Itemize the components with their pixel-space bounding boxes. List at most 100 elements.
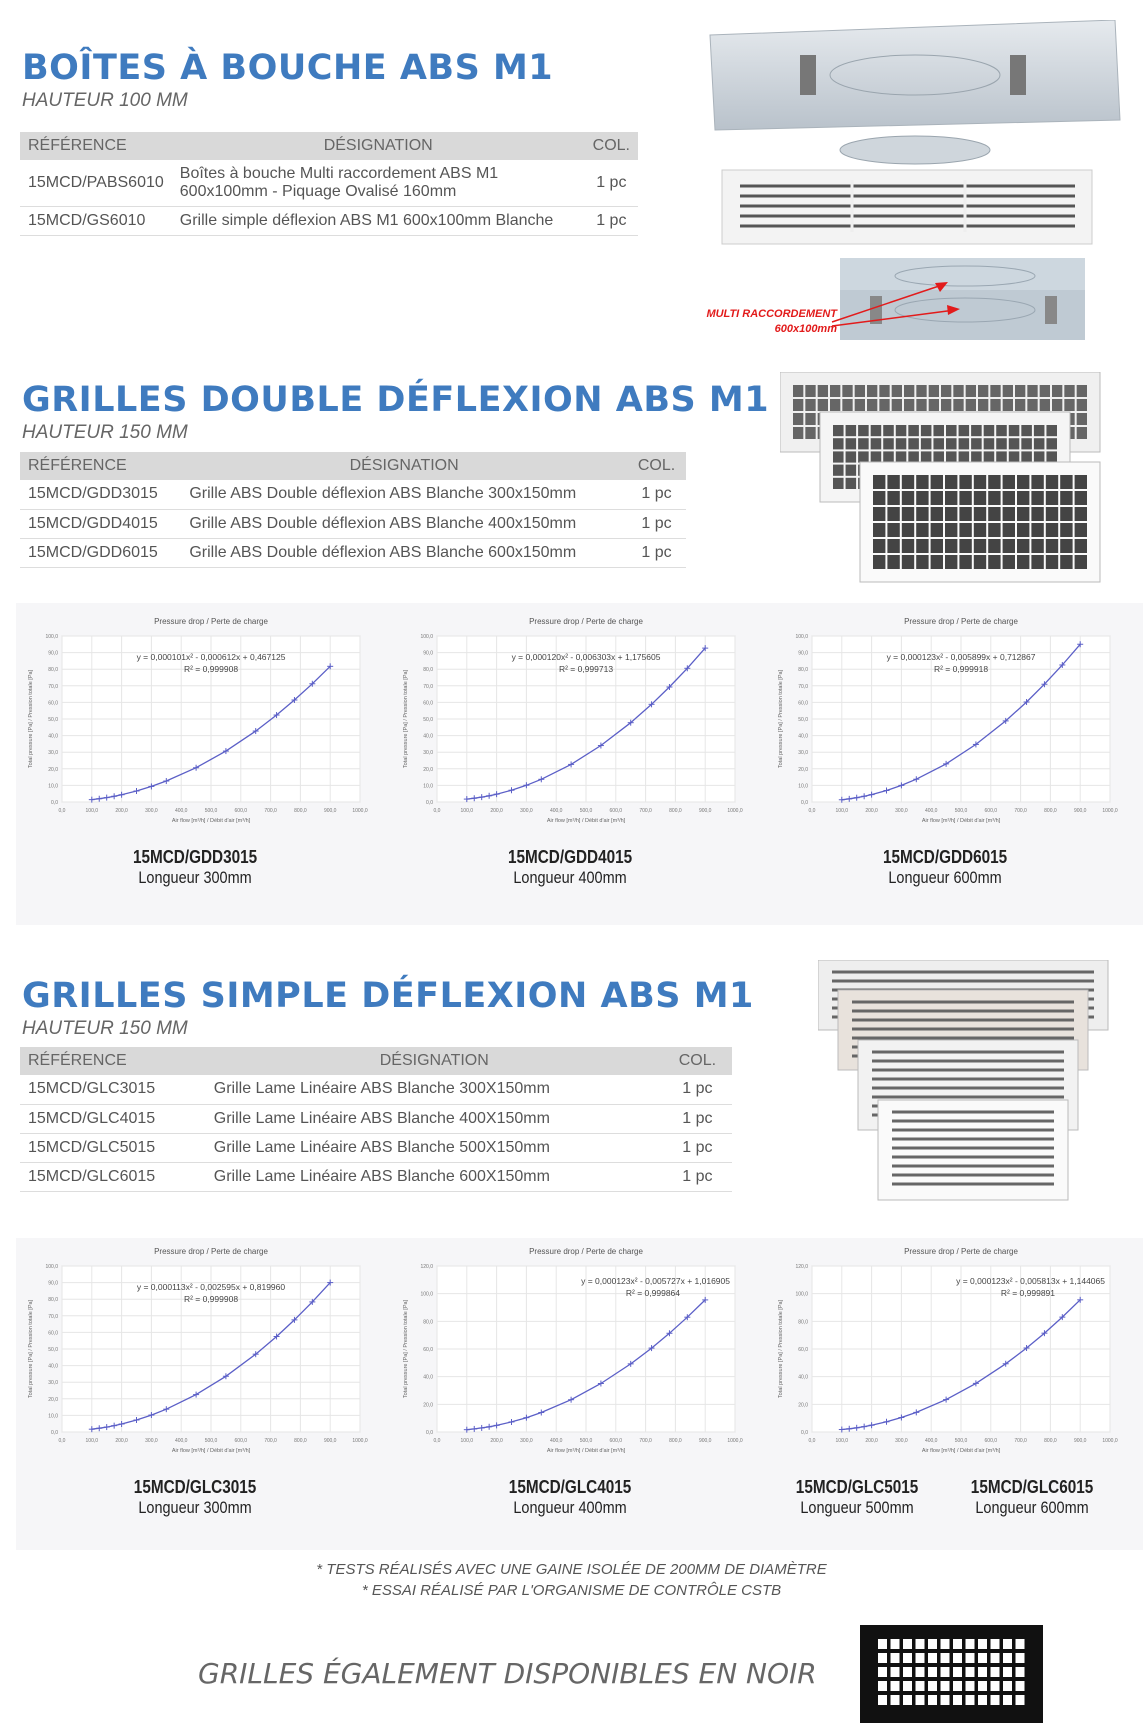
x-tick-label: 300,0 [520,1438,533,1444]
chart-title: Pressure drop / Perte de charge [529,1247,643,1256]
data-point [1041,681,1048,688]
data-point [1002,1360,1009,1367]
y-tick-label: 60,0 [423,700,433,706]
y-tick-label: 20,0 [423,767,433,773]
caption-length: Longueur 600mm [975,1498,1090,1517]
chart-svg: Pressure drop / Perte de charge 0,0 100,0 2… [403,1247,743,1454]
x-tick-label: 600,0 [985,808,998,814]
data-point [666,1330,673,1337]
data-point [972,1380,979,1387]
y-tick-label: 50,0 [798,717,808,723]
data-point [193,764,200,771]
data-point [883,1418,890,1425]
r-squared: R² = 0,999918 [934,664,988,674]
chart-caption: 15MCD/GDD6015 Longueur 600mm [883,847,1007,888]
chart-captions: 15MCD/GDD4015 Longueur 400mm [395,847,745,888]
section-title-boites: BOÎTES À BOUCHE ABS M1 [22,48,554,88]
data-point [133,787,140,794]
r-squared: R² = 0,999908 [184,664,238,674]
trendline-equation: y = 0,000101x² - 0,000612x + 0,467125 [137,652,286,662]
data-point [163,778,170,785]
y-tick-label: 60,0 [48,1330,58,1336]
data-point [898,782,905,789]
y-tick-label: 80,0 [798,667,808,673]
chart-title: Pressure drop / Perte de charge [904,617,1018,626]
data-point [463,796,470,803]
r-squared: R² = 0,999908 [184,1294,238,1304]
data-point [148,783,155,790]
y-tick-label: 90,0 [48,1281,58,1287]
data-point [309,680,316,687]
caption-reference: 15MCD/GDD6015 [882,847,1008,867]
x-tick-label: 0,0 [809,808,816,814]
chart-caption: 15MCD/GDD4015 Longueur 400mm [508,847,632,888]
section-title-simple-deflexion: GRILLES SIMPLE DÉFLEXION ABS M1 [22,976,754,1016]
x-tick-label: 1000,0 [1102,1438,1118,1444]
col-col: COL. [584,132,638,160]
x-tick-label: 700,0 [639,1438,652,1444]
data-point [1077,1296,1084,1303]
product-image-grilles-simple-deflexion [818,960,1109,1201]
data-point [684,1314,691,1321]
y-tick-label: 60,0 [798,700,808,706]
chart-svg: Pressure drop / Perte de charge 0,0 100,0 2… [28,617,368,824]
cell-col: 1 pc [662,1133,732,1163]
data-point [478,1424,485,1431]
x-tick-label: 600,0 [985,1438,998,1444]
y-tick-label: 50,0 [48,1347,58,1353]
col-designation: DÉSIGNATION [205,1047,663,1075]
y-axis-label: Total pressure [Pa] / Pression totale [P… [778,1299,784,1398]
y-tick-label: 70,0 [423,684,433,690]
caption-length: Longueur 500mm [800,1498,915,1517]
chart-caption: 15MCD/GLC5015 Longueur 500mm [796,1477,918,1518]
data-point [148,1412,155,1419]
col-designation: DÉSIGNATION [181,452,627,480]
y-tick-label: 40,0 [423,734,433,740]
y-tick-label: 0,0 [801,800,808,806]
table-row: 15MCD/GDD6015 Grille ABS Double déflexion… [20,538,686,568]
data-point [702,1296,709,1303]
x-tick-label: 400,0 [550,808,563,814]
x-tick-label: 0,0 [59,1438,66,1444]
annotation-line: MULTI RACCORDEMENT [706,308,837,320]
x-tick-label: 900,0 [324,808,337,814]
x-tick-label: 400,0 [925,1438,938,1444]
data-point [684,665,691,672]
y-tick-label: 50,0 [48,717,58,723]
y-tick-label: 10,0 [423,783,433,789]
chart-caption: 15MCD/GLC6015 Longueur 600mm [971,1477,1093,1518]
x-tick-label: 1000,0 [352,808,368,814]
x-tick-label: 700,0 [639,808,652,814]
cell-designation: Grille simple déflexion ABS M1 600x100mm… [171,206,585,236]
x-tick-label: 100,0 [836,1438,849,1444]
x-tick-label: 700,0 [264,1438,277,1444]
data-point [568,1396,575,1403]
y-tick-label: 80,0 [423,667,433,673]
y-tick-label: 90,0 [798,651,808,657]
y-tick-label: 40,0 [798,734,808,740]
caption-length: Longueur 400mm [513,1498,627,1517]
col-reference: RÉFÉRENCE [20,132,172,160]
x-tick-label: 0,0 [434,1438,441,1444]
x-tick-label: 800,0 [294,1438,307,1444]
x-tick-label: 200,0 [865,808,878,814]
chart-gdd3015: Pressure drop / Perte de charge 0,0 100,0 2… [20,612,370,888]
caption-length: Longueur 600mm [888,868,1002,887]
y-tick-label: 10,0 [48,783,58,789]
caption-reference: 15MCD/GLC3015 [133,1477,257,1497]
x-tick-label: 200,0 [490,808,503,814]
data-point [1023,699,1030,706]
chart-title: Pressure drop / Perte de charge [154,617,268,626]
caption-length: Longueur 400mm [513,868,627,887]
cell-col: 1 pc [662,1075,732,1105]
col-col: COL. [626,452,686,480]
x-tick-label: 400,0 [175,808,188,814]
data-point [846,795,853,802]
product-image-grille-simple [721,169,1093,245]
cell-designation: Boîtes à bouche Multi raccordement ABS M… [171,160,585,207]
cell-reference: 15MCD/GDD4015 [20,509,182,539]
cell-col: 1 pc [626,509,686,539]
y-tick-label: 30,0 [423,750,433,756]
y-tick-label: 80,0 [48,667,58,673]
chart-caption: 15MCD/GLC3015 Longueur 300mm [134,1477,256,1518]
